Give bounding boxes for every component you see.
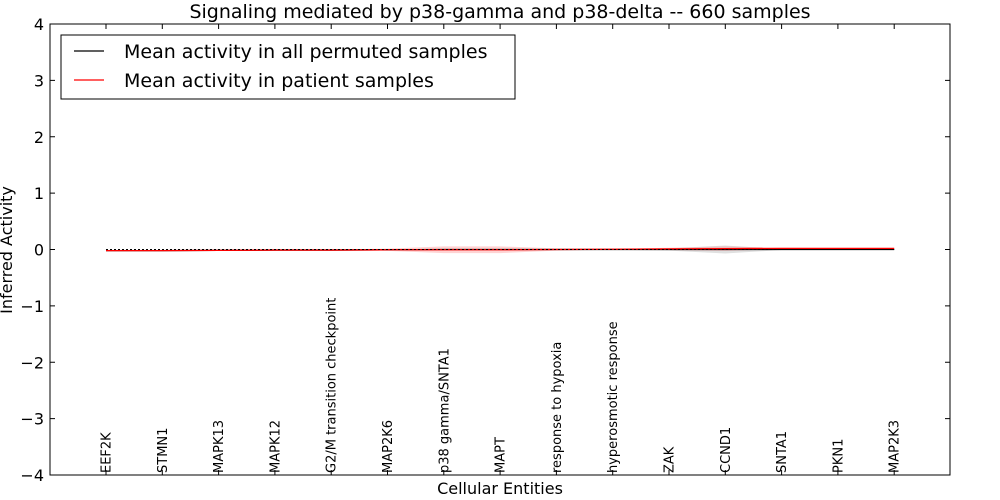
y-axis-label: Inferred Activity	[0, 186, 16, 314]
category-label: EEF2K	[100, 432, 115, 473]
category-labels: EEF2K STMN1 MAPK13 MAPK12 G2/M transition ch…	[100, 298, 903, 473]
y-tick-label: −4	[20, 466, 44, 485]
y-tick-label: 0	[34, 241, 44, 260]
plot-frame	[49, 23, 951, 476]
legend-box	[60, 34, 516, 100]
category-label: p38 gamma/SNTA1	[437, 348, 452, 473]
category-label: hyperosmotic response	[606, 321, 621, 473]
category-label: MAPT	[494, 437, 509, 473]
legend: Mean activity in all permuted samples Me…	[60, 34, 516, 100]
legend-label-patient: Mean activity in patient samples	[124, 70, 434, 92]
category-label: MAP2K3	[888, 420, 903, 473]
line-series-1	[106, 247, 895, 252]
y-tick-label: −3	[20, 410, 44, 429]
x-axis-label: Cellular Entities	[437, 479, 563, 498]
category-label: ZAK	[663, 446, 678, 473]
category-label: CCND1	[719, 427, 734, 473]
chart-title: Signaling mediated by p38-gamma and p38-…	[189, 1, 810, 23]
y-tick-label: 3	[34, 71, 44, 90]
y-tick-label: 2	[34, 128, 44, 147]
category-label: response to hypoxia	[550, 342, 565, 473]
category-label: STMN1	[156, 428, 171, 473]
category-label: SNTA1	[775, 431, 790, 473]
category-label: MAP2K6	[381, 420, 396, 473]
category-label: MAPK12	[268, 420, 283, 473]
series-lines	[106, 247, 895, 252]
y-tick-label: 4	[34, 15, 44, 34]
legend-label-permuted: Mean activity in all permuted samples	[124, 41, 487, 63]
y-tick-label: 1	[34, 184, 44, 203]
y-tick-label: −1	[20, 297, 44, 316]
category-label: PKN1	[831, 439, 846, 473]
category-label: G2/M transition checkpoint	[325, 298, 340, 473]
y-tick-label: −2	[20, 353, 44, 372]
category-label: MAPK13	[212, 420, 227, 473]
y-tick-labels: −4 −3 −2 −1 0 1 2 3 4	[20, 15, 44, 485]
